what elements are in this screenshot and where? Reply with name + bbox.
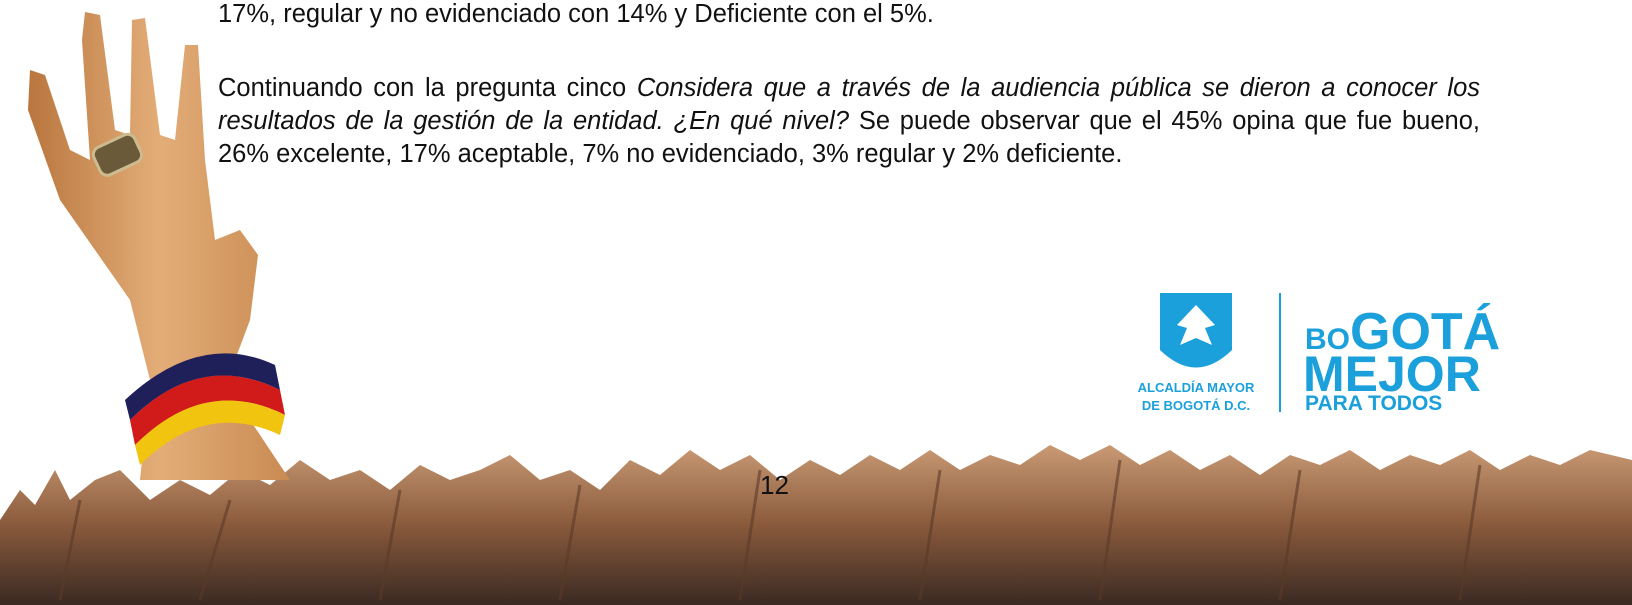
- text: Se puede observar que el 45% opina que f…: [218, 107, 1480, 168]
- ring: [91, 132, 144, 177]
- alcaldia-line2: DE BOGOTÁ D.C.: [1142, 398, 1250, 413]
- bogota-big: GOTÁ: [1350, 303, 1500, 361]
- page-number: 12: [760, 470, 789, 500]
- paragraph: Continuando con la pregunta cinco Consid…: [218, 72, 1480, 171]
- text: Continuando con la pregunta cinco: [218, 74, 637, 102]
- text: 17%, regular y no evidenciado con 14% y …: [218, 0, 934, 28]
- paragraph: 17%, regular y no evidenciado con 14% y …: [218, 0, 1480, 31]
- question-text: Considera que a través de la audiencia p…: [218, 74, 1480, 135]
- alcaldia-line1: ALCALDÍA MAYOR: [1138, 380, 1255, 395]
- bogota-small: BO: [1305, 323, 1350, 356]
- crowd-detail: [58, 459, 1482, 601]
- mejor: MEJOR: [1303, 346, 1481, 402]
- crowd: [0, 445, 1632, 605]
- para-todos: PARA TODOS: [1305, 392, 1442, 415]
- bracelet: [125, 353, 285, 465]
- bogota-logo: BOGOTÁ: [1305, 303, 1500, 361]
- eagle: [1177, 305, 1215, 345]
